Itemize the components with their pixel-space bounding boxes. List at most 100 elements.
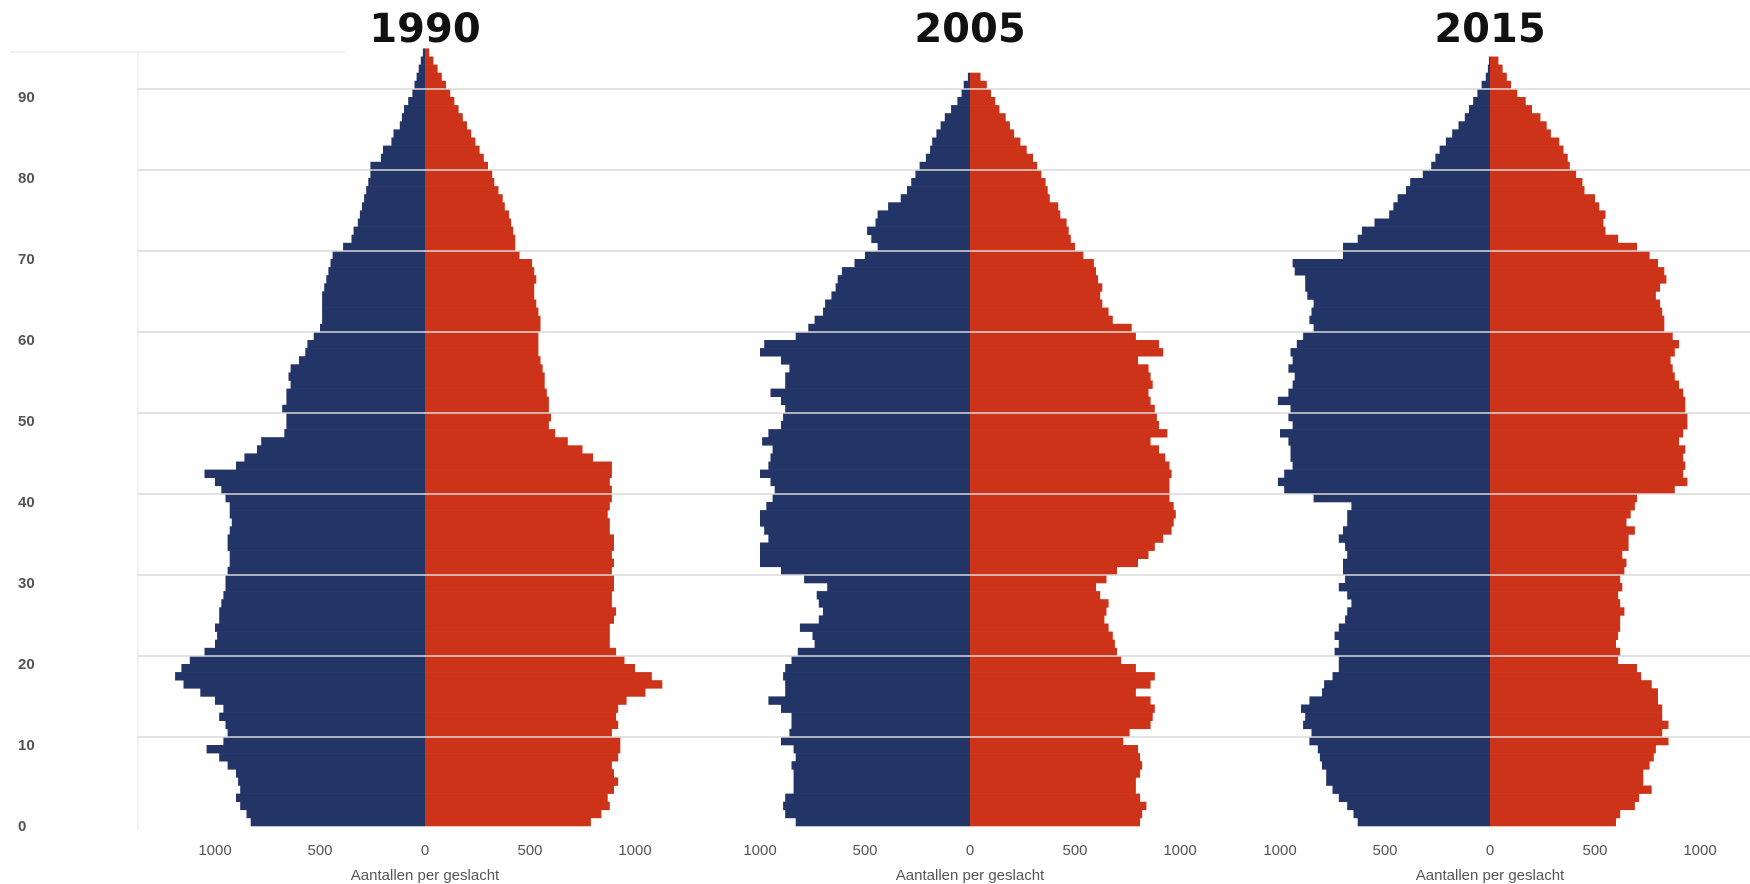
bar-female: [970, 145, 1027, 154]
bar-male: [1357, 234, 1490, 244]
bar-female: [425, 412, 551, 422]
bar-male: [951, 105, 970, 114]
bar-male: [1290, 445, 1490, 454]
bar-female: [970, 105, 1000, 114]
bar-female: [1490, 137, 1560, 146]
bar-female: [425, 97, 455, 106]
bar-female: [425, 550, 612, 559]
bar-female: [425, 542, 614, 551]
bar-female: [970, 323, 1132, 333]
bar-female: [425, 493, 612, 503]
bar-female: [970, 502, 1174, 511]
bar-female: [970, 631, 1113, 640]
bar-male: [1477, 88, 1490, 98]
bar-male: [919, 161, 970, 171]
bar-male: [808, 323, 970, 333]
bar-male: [781, 356, 970, 365]
bar-male: [181, 664, 425, 673]
bar-male: [795, 817, 970, 827]
bar-male: [225, 720, 425, 730]
bar-female: [970, 728, 1130, 738]
bar-female: [1490, 809, 1621, 819]
bar-male: [760, 469, 970, 478]
bar-female: [970, 526, 1172, 535]
bar-female: [970, 437, 1151, 446]
bar-female: [1490, 680, 1652, 689]
bar-female: [425, 429, 556, 438]
bar-male: [322, 291, 425, 300]
bar-female: [1490, 510, 1631, 519]
bar-female: [1490, 777, 1644, 786]
bar-female: [1490, 356, 1671, 365]
bar-female: [1490, 558, 1627, 568]
bar-female: [425, 720, 619, 730]
bar-female: [425, 113, 463, 122]
pyramid-1990: 1990 1000 500 0 500 1000 Aantallen per geslach…: [175, 6, 663, 884]
bar-female: [970, 801, 1147, 811]
bar-female: [425, 364, 543, 373]
bar-female: [970, 493, 1170, 503]
bar-male: [1303, 331, 1490, 341]
bar-male: [907, 186, 970, 195]
bar-male: [785, 809, 970, 819]
bar-female: [1490, 550, 1623, 559]
y-tick-label: 50: [18, 413, 35, 430]
bar-male: [1374, 218, 1490, 227]
bar-female: [970, 380, 1153, 389]
x-tick-label: 1000: [1163, 842, 1196, 859]
bar-male: [217, 631, 425, 640]
bar-female: [1490, 542, 1629, 551]
bar-male: [240, 785, 425, 794]
bar-male: [900, 194, 970, 203]
bar-male: [799, 623, 970, 632]
bar-male: [284, 429, 425, 438]
bar-male: [1334, 647, 1490, 657]
bar-female: [425, 777, 619, 786]
y-tick-label: 10: [18, 737, 35, 754]
bar-male: [420, 56, 425, 65]
bar-male: [1357, 817, 1490, 827]
bar-female: [1490, 793, 1640, 802]
bar-female: [1490, 64, 1503, 73]
bar-female: [425, 218, 512, 227]
bar-female: [970, 388, 1149, 397]
bar-male: [877, 242, 970, 252]
bar-female: [425, 186, 499, 195]
bar-male: [221, 485, 425, 495]
bar-female: [1490, 623, 1621, 632]
bar-female: [425, 769, 614, 778]
bar-female: [425, 469, 612, 478]
x-tick-label: 500: [517, 842, 542, 859]
bar-female: [425, 712, 617, 721]
bar-male: [1292, 461, 1490, 470]
bar-female: [425, 234, 516, 244]
bar-female: [970, 583, 1096, 592]
bar-female: [970, 242, 1075, 252]
bar-female: [970, 291, 1101, 300]
bar-female: [425, 623, 610, 632]
bar-female: [1490, 259, 1658, 268]
bar-female: [425, 48, 430, 57]
bar-male: [357, 218, 425, 227]
chart-title: 2005: [914, 6, 1025, 52]
bar-male: [772, 493, 970, 503]
bar-female: [1490, 56, 1499, 65]
bar-male: [812, 631, 970, 640]
bar-male: [1345, 542, 1490, 551]
bar-male: [1288, 437, 1490, 446]
bar-female: [1490, 202, 1600, 211]
x-tick-label: 1000: [198, 842, 231, 859]
bar-female: [425, 153, 484, 163]
bar-female: [425, 583, 614, 592]
bar-female: [1490, 267, 1665, 276]
bar-male: [795, 331, 970, 341]
bar-male: [1305, 712, 1490, 721]
bar-male: [837, 275, 970, 284]
bar-male: [1303, 720, 1490, 730]
bar-female: [1490, 664, 1637, 673]
bar-female: [1490, 599, 1621, 608]
bar-female: [425, 129, 472, 138]
bar-female: [970, 283, 1103, 292]
bar-male: [404, 105, 425, 114]
bar-male: [785, 680, 970, 689]
